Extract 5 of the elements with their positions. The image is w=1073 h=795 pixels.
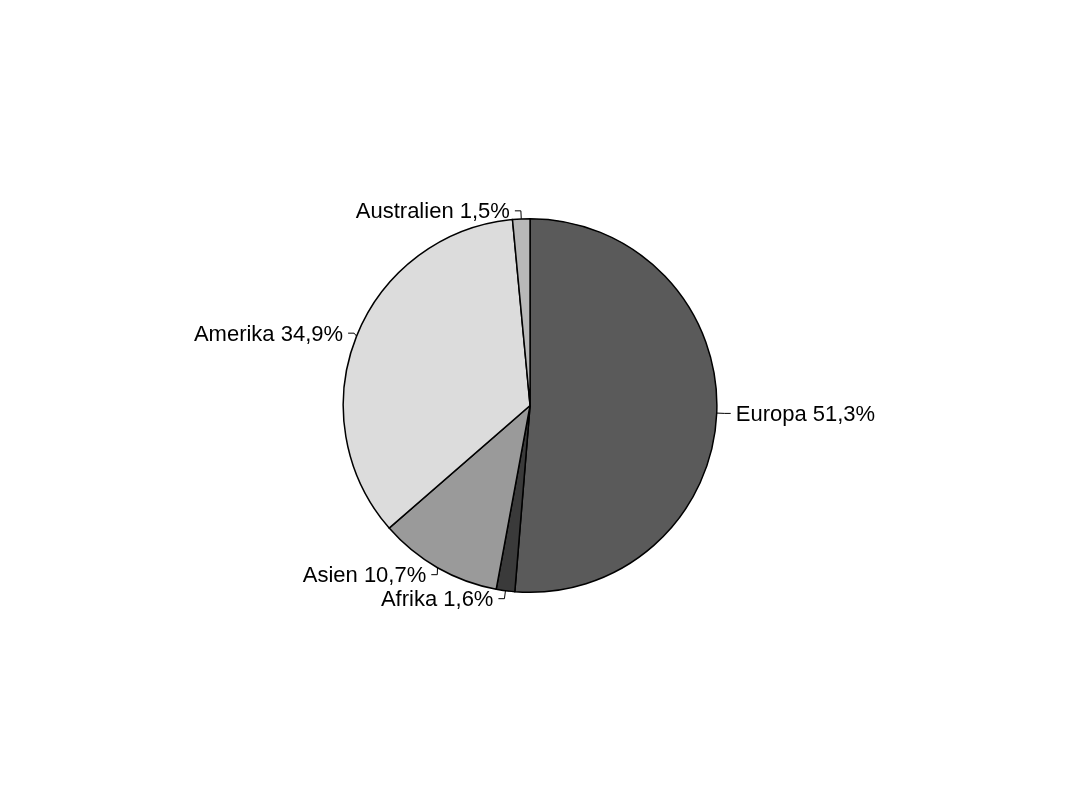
slice-label: Australien 1,5% xyxy=(355,198,510,224)
slice-label: Europa 51,3% xyxy=(735,400,876,426)
slice-label: Afrika 1,6% xyxy=(380,586,494,612)
slice-label: Amerika 34,9% xyxy=(193,320,344,346)
slice-label: Asien 10,7% xyxy=(302,562,427,588)
